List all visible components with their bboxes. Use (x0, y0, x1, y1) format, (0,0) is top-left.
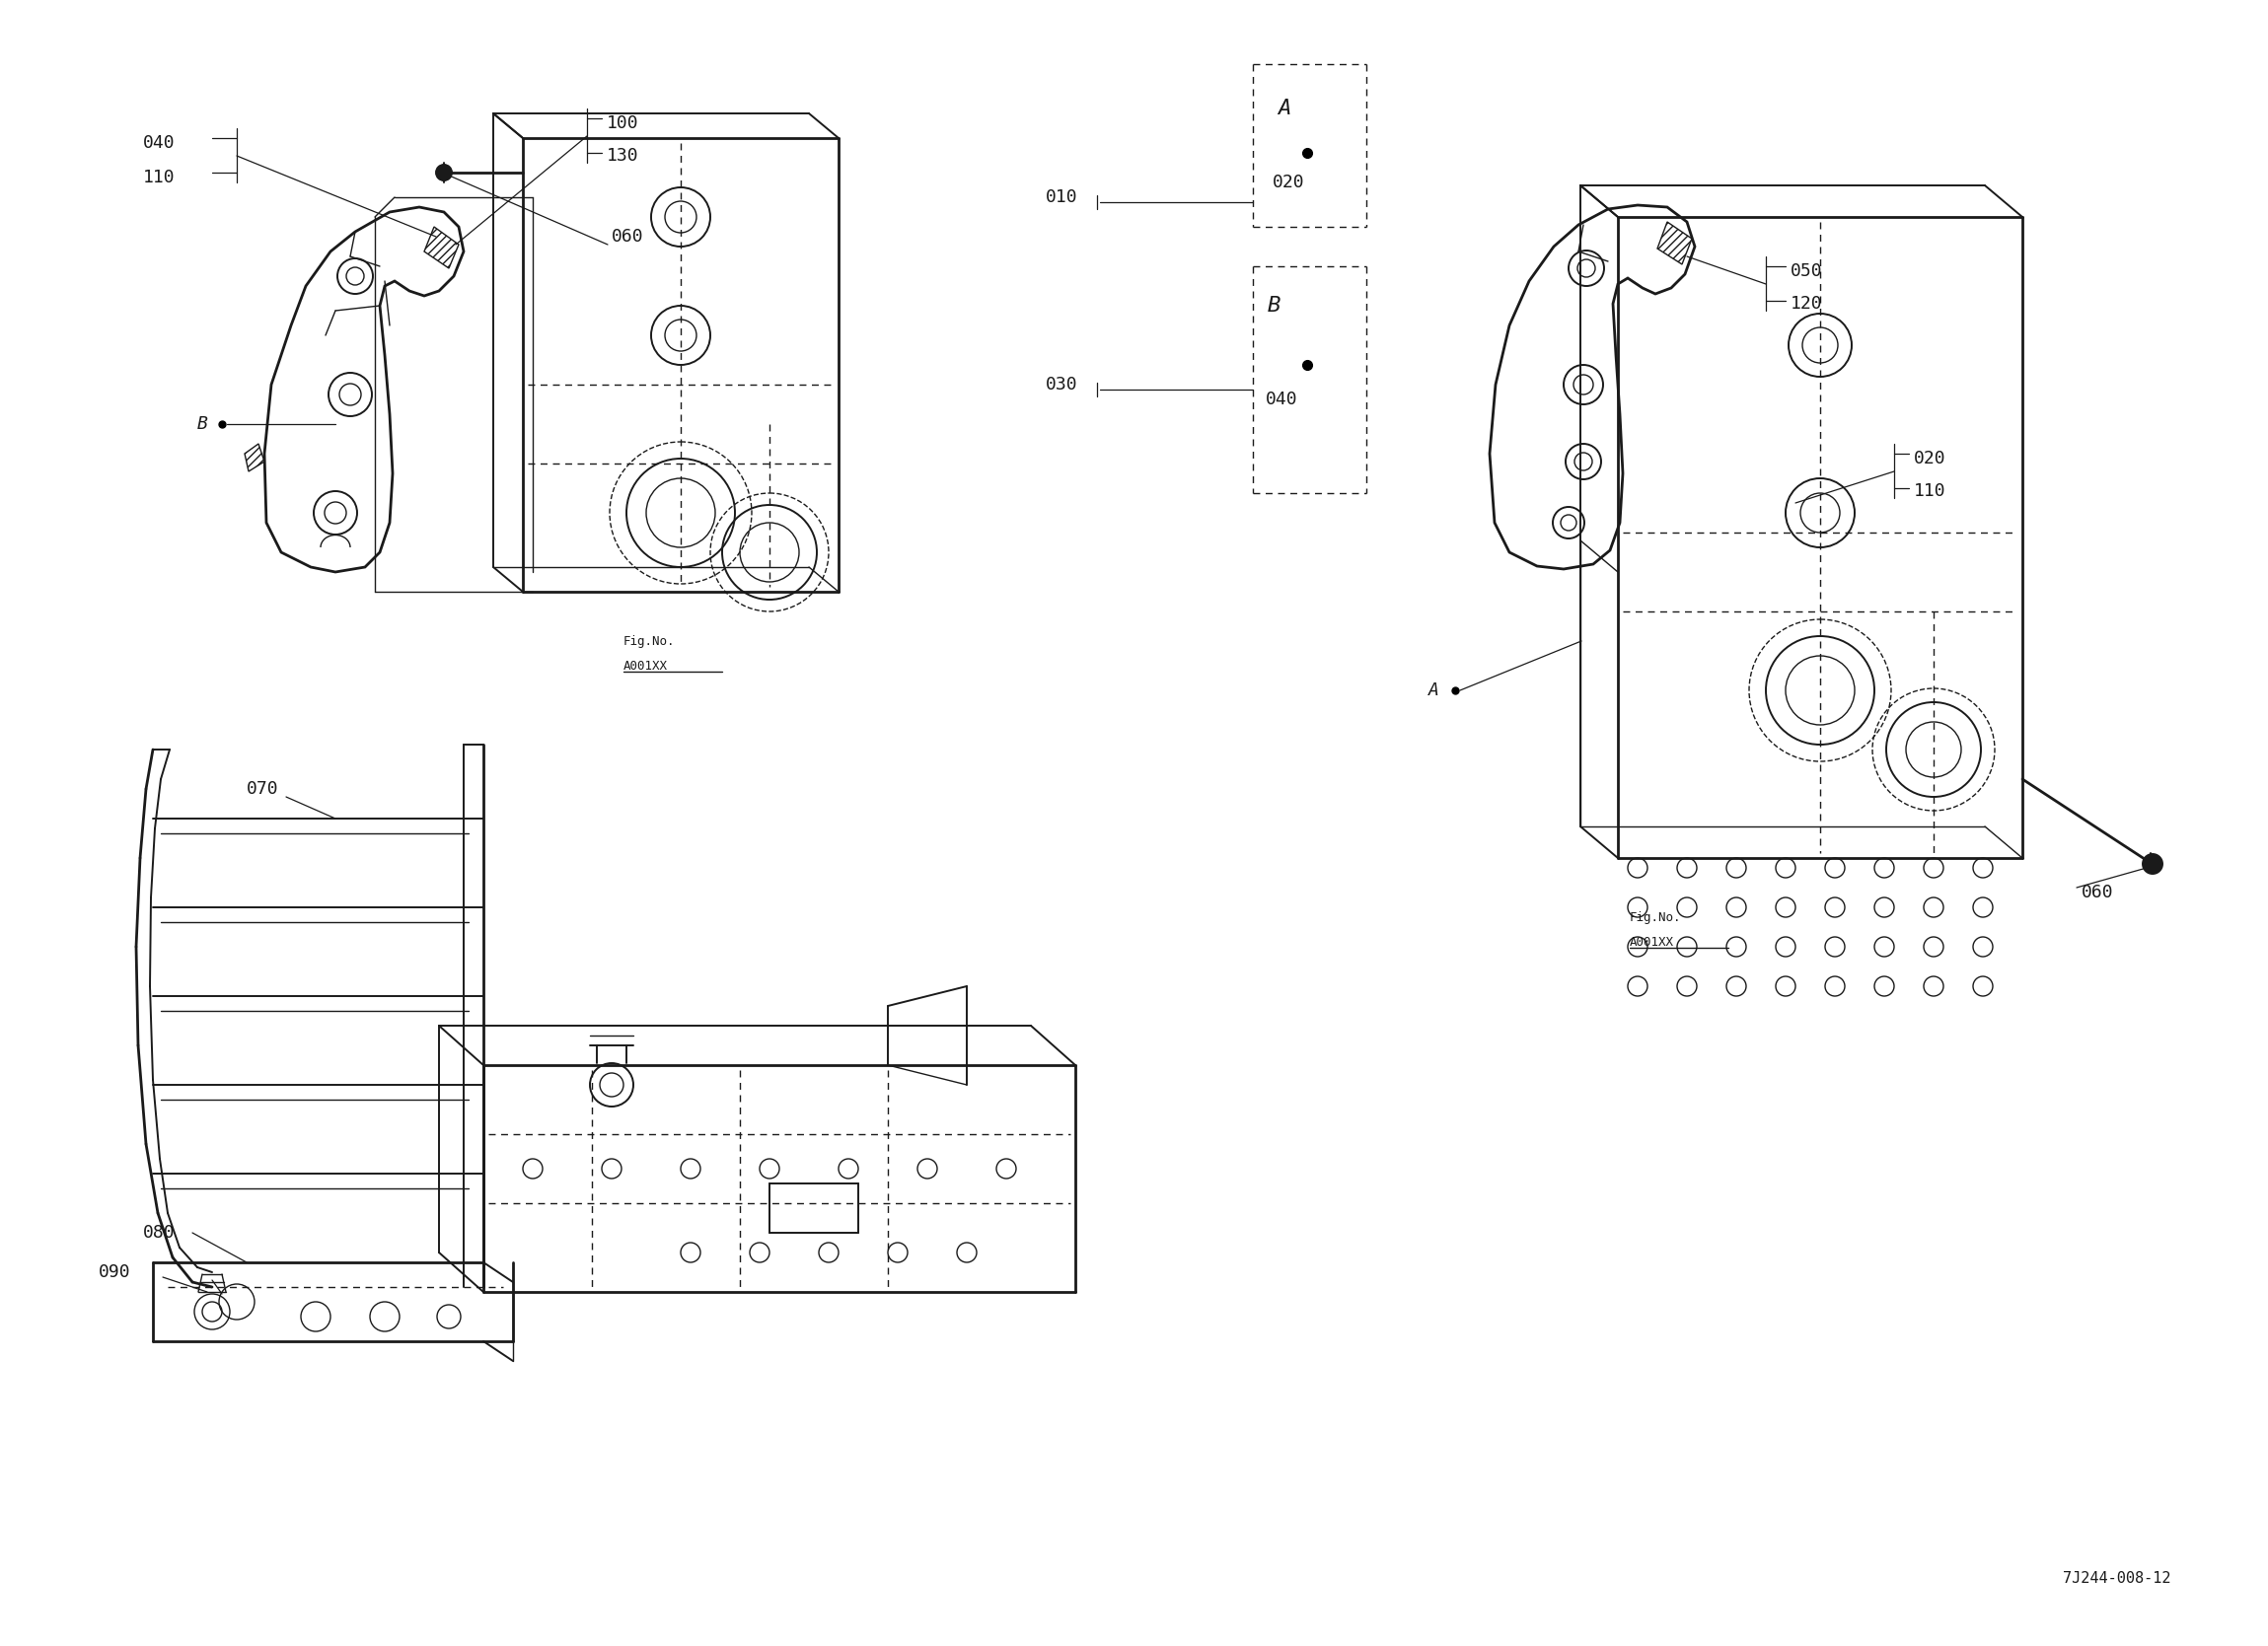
Text: 040: 040 (143, 133, 175, 151)
Text: 020: 020 (1914, 449, 1946, 467)
Text: 110: 110 (1914, 482, 1946, 500)
Text: 090: 090 (98, 1264, 132, 1281)
Text: 020: 020 (1272, 173, 1304, 191)
Polygon shape (1658, 222, 1692, 265)
Text: 110: 110 (143, 168, 175, 186)
Text: B: B (197, 415, 209, 433)
Text: A: A (1277, 99, 1290, 119)
Text: 7J244-008-12: 7J244-008-12 (2062, 1570, 2170, 1585)
Text: Fig.No.: Fig.No. (1631, 910, 1681, 923)
Text: A001XX: A001XX (624, 660, 667, 672)
Text: 060: 060 (612, 227, 644, 245)
Text: 040: 040 (1266, 390, 1297, 408)
Text: A: A (1429, 681, 1440, 700)
Text: Fig.No.: Fig.No. (624, 635, 676, 647)
Text: 030: 030 (1046, 375, 1077, 393)
Circle shape (2143, 854, 2161, 874)
Text: A001XX: A001XX (1631, 935, 1674, 948)
Polygon shape (245, 444, 265, 471)
Text: 120: 120 (1789, 295, 1823, 313)
Text: 080: 080 (143, 1225, 175, 1241)
Text: 050: 050 (1789, 262, 1823, 280)
Text: B: B (1268, 296, 1281, 316)
Polygon shape (424, 227, 458, 268)
Text: 100: 100 (608, 115, 640, 132)
Text: 060: 060 (2082, 884, 2114, 902)
Circle shape (435, 165, 451, 181)
Text: 010: 010 (1046, 188, 1077, 206)
Text: 130: 130 (608, 146, 640, 165)
Text: 070: 070 (247, 780, 279, 798)
